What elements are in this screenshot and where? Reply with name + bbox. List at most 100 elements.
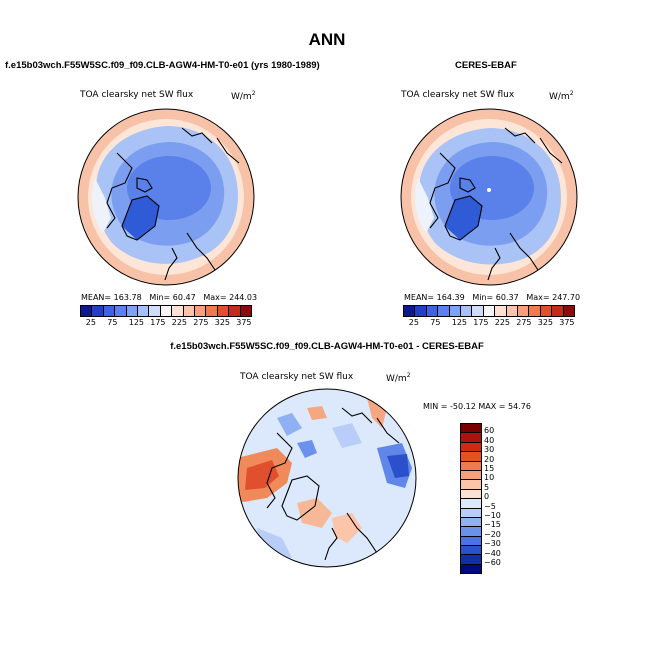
colorbar-tick-label: −20 — [484, 529, 501, 539]
model-units-label: W/m2 — [231, 90, 256, 102]
colorbar-swatch — [149, 306, 161, 316]
colorbar-swatch — [103, 306, 116, 316]
colorbar-swatch — [160, 306, 173, 316]
colorbar-tick-label: −15 — [484, 520, 501, 530]
colorbar-swatch — [404, 306, 416, 316]
colorbar-tick-label: −30 — [484, 539, 501, 549]
model-colorbar — [80, 305, 252, 317]
diff-units-label: W/m2 — [386, 372, 411, 384]
obs-stats: MEAN= 164.39 Min= 60.37 Max= 247.70 — [404, 293, 581, 302]
colorbar-swatch — [540, 306, 553, 316]
colorbar-tick-label: 375 — [559, 318, 575, 327]
colorbar-tick-label: 0 — [484, 492, 490, 502]
colorbar-tick-label: 225 — [494, 318, 511, 327]
colorbar-tick-label: 125 — [128, 318, 145, 327]
colorbar-swatch — [461, 527, 481, 537]
colorbar-swatch — [529, 306, 541, 316]
colorbar-swatch — [461, 517, 481, 528]
map-border — [77, 108, 255, 286]
colorbar-tick-label: 30 — [484, 445, 495, 455]
colorbar-tick-label: 20 — [484, 454, 495, 464]
colorbar-swatch — [195, 306, 207, 316]
colorbar-tick-label: 75 — [430, 318, 441, 327]
model-min-value: 60.47 — [172, 293, 196, 302]
model-field-label: TOA clearsky net SW flux — [80, 90, 194, 100]
colorbar-swatch — [483, 306, 496, 316]
colorbar-tick-label: 25 — [85, 318, 96, 327]
colorbar-swatch — [461, 564, 481, 574]
colorbar-swatch — [206, 306, 218, 316]
diff-case-label: f.e15b03wch.F55W5SC.f09_f09.CLB-AGW4-HM-… — [170, 341, 484, 352]
colorbar-swatch — [426, 306, 439, 316]
colorbar-swatch — [138, 306, 150, 316]
obs-field-label: TOA clearsky net SW flux — [401, 90, 515, 100]
colorbar-swatch — [518, 306, 530, 316]
colorbar-swatch — [438, 306, 450, 316]
colorbar-tick-label: 225 — [171, 318, 188, 327]
colorbar-tick-label: 5 — [484, 482, 490, 492]
colorbar-swatch — [461, 546, 481, 556]
obs-units-label: W/m2 — [549, 90, 574, 102]
model-max-value: 244.03 — [229, 293, 258, 302]
colorbar-swatch — [563, 306, 575, 316]
colorbar-tick-label: 75 — [107, 318, 118, 327]
colorbar-swatch — [461, 442, 481, 453]
obs-min-value: 60.37 — [495, 293, 519, 302]
colorbar-tick-label: 325 — [214, 318, 231, 327]
diff-field-label: TOA clearsky net SW flux — [240, 372, 354, 382]
colorbar-swatch — [461, 306, 473, 316]
colorbar-tick-label: 275 — [193, 318, 209, 327]
colorbar-swatch — [81, 306, 93, 316]
colorbar-swatch — [461, 424, 481, 434]
model-polar-map — [77, 108, 255, 286]
colorbar-swatch — [449, 306, 462, 316]
colorbar-swatch — [472, 306, 484, 316]
colorbar-swatch — [183, 306, 196, 316]
greenland-shading — [122, 196, 159, 240]
obs-colorbar-labels: 25 75 125 175 225 275 325 375 — [403, 318, 575, 328]
colorbar-swatch — [126, 306, 139, 316]
obs-max-value: 247.70 — [552, 293, 581, 302]
colorbar-tick-label: 375 — [236, 318, 252, 327]
diff-colorbar — [460, 423, 482, 575]
colorbar-swatch — [461, 555, 481, 565]
colorbar-tick-label: 40 — [484, 435, 495, 445]
colorbar-tick-label: 60 — [484, 426, 495, 436]
model-mean-value: 163.78 — [113, 293, 142, 302]
colorbar-tick-label: 10 — [484, 473, 495, 483]
colorbar-swatch — [240, 306, 252, 316]
colorbar-swatch — [506, 306, 519, 316]
colorbar-swatch — [217, 306, 230, 316]
colorbar-swatch — [92, 306, 104, 316]
colorbar-tick-label: 175 — [150, 318, 166, 327]
colorbar-tick-label: 325 — [537, 318, 554, 327]
colorbar-tick-label: −10 — [484, 511, 501, 520]
colorbar-tick-label: 15 — [484, 464, 495, 473]
colorbar-swatch — [461, 536, 481, 547]
colorbar-swatch — [461, 508, 481, 518]
colorbar-tick-label: 275 — [516, 318, 532, 327]
model-colorbar-labels: 25 75 125 175 225 275 325 375 — [80, 318, 252, 328]
colorbar-tick-label: 25 — [408, 318, 419, 327]
colorbar-swatch — [552, 306, 564, 316]
colorbar-tick-label: 175 — [473, 318, 489, 327]
obs-polar-map — [400, 108, 578, 286]
colorbar-tick-label: −40 — [484, 548, 501, 558]
colorbar-swatch — [461, 489, 481, 500]
page-title: ANN — [308, 30, 346, 49]
colorbar-swatch — [461, 461, 481, 471]
colorbar-swatch — [461, 433, 481, 443]
colorbar-tick-label: −60 — [484, 558, 501, 567]
model-case-label: f.e15b03wch.F55W5SC.f09_f09.CLB-AGW4-HM-… — [5, 60, 320, 71]
obs-colorbar — [403, 305, 575, 317]
diff-polar-map — [237, 388, 417, 568]
colorbar-swatch — [461, 452, 481, 462]
colorbar-swatch — [461, 470, 481, 481]
model-stats: MEAN= 163.78 Min= 60.47 Max= 244.03 — [81, 293, 258, 302]
colorbar-swatch — [229, 306, 241, 316]
colorbar-swatch — [461, 499, 481, 509]
colorbar-swatch — [115, 306, 127, 316]
colorbar-tick-label: 125 — [451, 318, 468, 327]
colorbar-swatch — [461, 480, 481, 490]
